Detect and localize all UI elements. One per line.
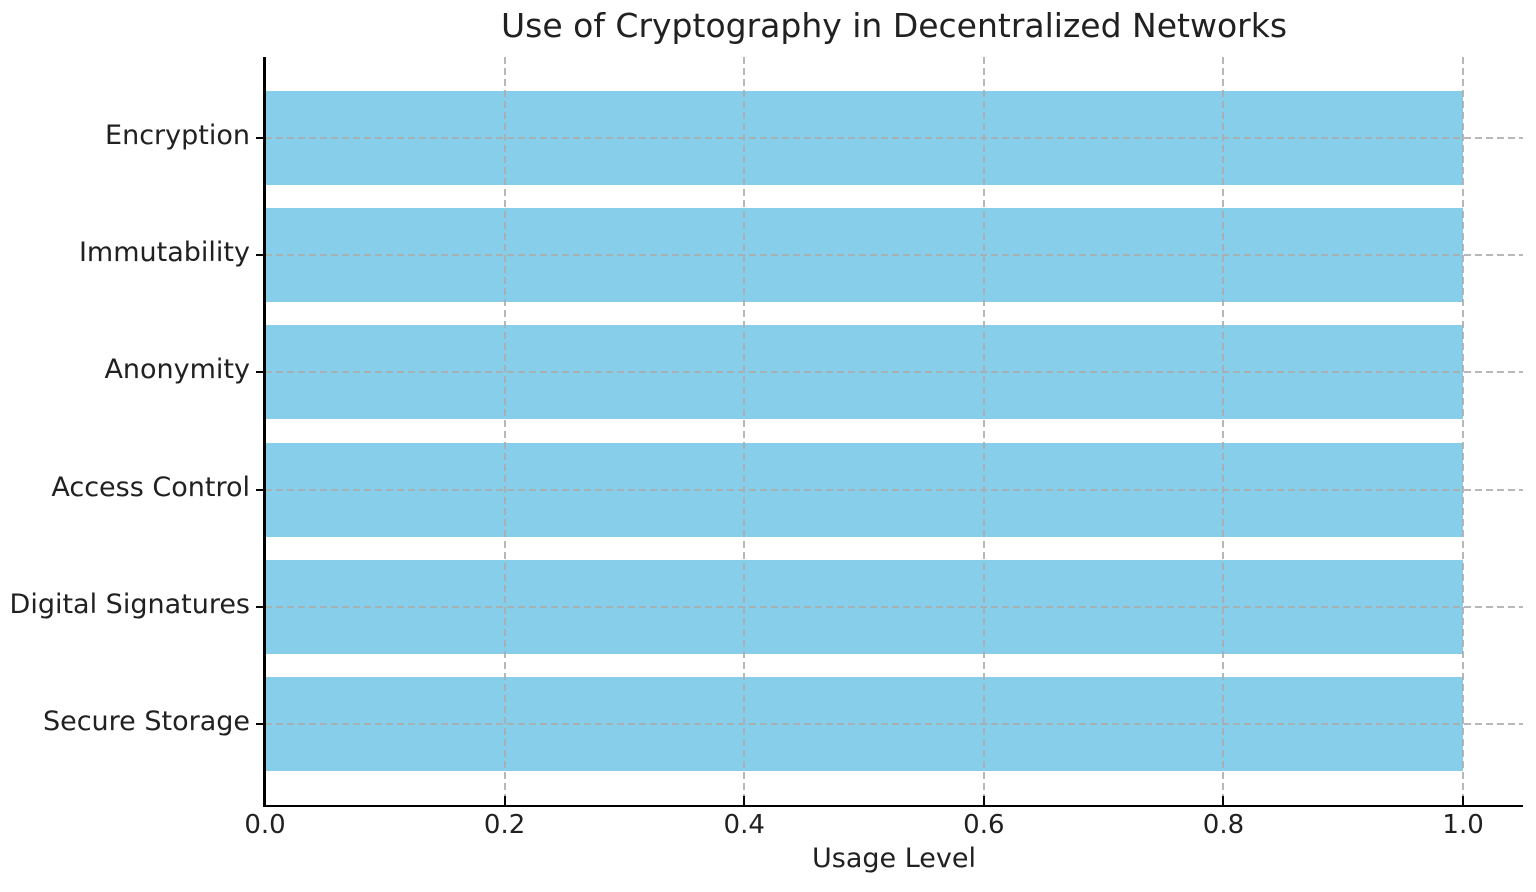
y-axis-spine (263, 57, 266, 805)
x-tick-label: 0.8 (1202, 810, 1245, 840)
x-tick-label: 0.2 (483, 810, 526, 840)
y-category-label: Digital Signatures (9, 588, 250, 620)
gridline-horizontal (265, 254, 1523, 257)
x-axis-title: Usage Level (812, 843, 976, 874)
gridline-vertical (982, 57, 985, 805)
x-tick-label: 0.0 (244, 810, 286, 840)
x-tick (982, 796, 985, 805)
x-tick-label: 1.0 (1442, 810, 1484, 840)
gridline-vertical (743, 57, 746, 805)
gridline-horizontal (265, 371, 1523, 374)
x-axis-spine (263, 804, 1523, 807)
y-tick (256, 136, 265, 139)
plot-area (256, 57, 1523, 807)
x-tick-label: 0.6 (963, 810, 1005, 840)
y-tick (256, 723, 265, 726)
x-tick (503, 796, 506, 805)
x-tick (743, 796, 746, 805)
y-category-label: Anonymity (104, 354, 250, 386)
x-tick (264, 796, 266, 805)
gridline-horizontal (265, 723, 1523, 726)
y-category-label: Secure Storage (42, 706, 250, 738)
x-tick-label: 0.4 (723, 810, 765, 840)
gridline-horizontal (265, 605, 1523, 608)
y-tick (256, 254, 265, 257)
gridline-vertical (1222, 57, 1225, 805)
gridline-vertical (1462, 57, 1465, 805)
gridline-vertical (503, 57, 506, 805)
y-tick (256, 371, 265, 374)
chart-title: Use of Cryptography in Decentralized Net… (500, 6, 1288, 45)
y-category-label: Encryption (105, 119, 250, 151)
x-tick (1222, 796, 1225, 805)
y-tick (256, 488, 265, 491)
x-tick (1462, 796, 1465, 805)
gridline-horizontal (265, 488, 1523, 491)
y-category-label: Immutability (78, 237, 250, 269)
gridline-horizontal (265, 136, 1523, 139)
y-category-label: Access Control (51, 471, 250, 503)
y-tick (256, 605, 265, 608)
